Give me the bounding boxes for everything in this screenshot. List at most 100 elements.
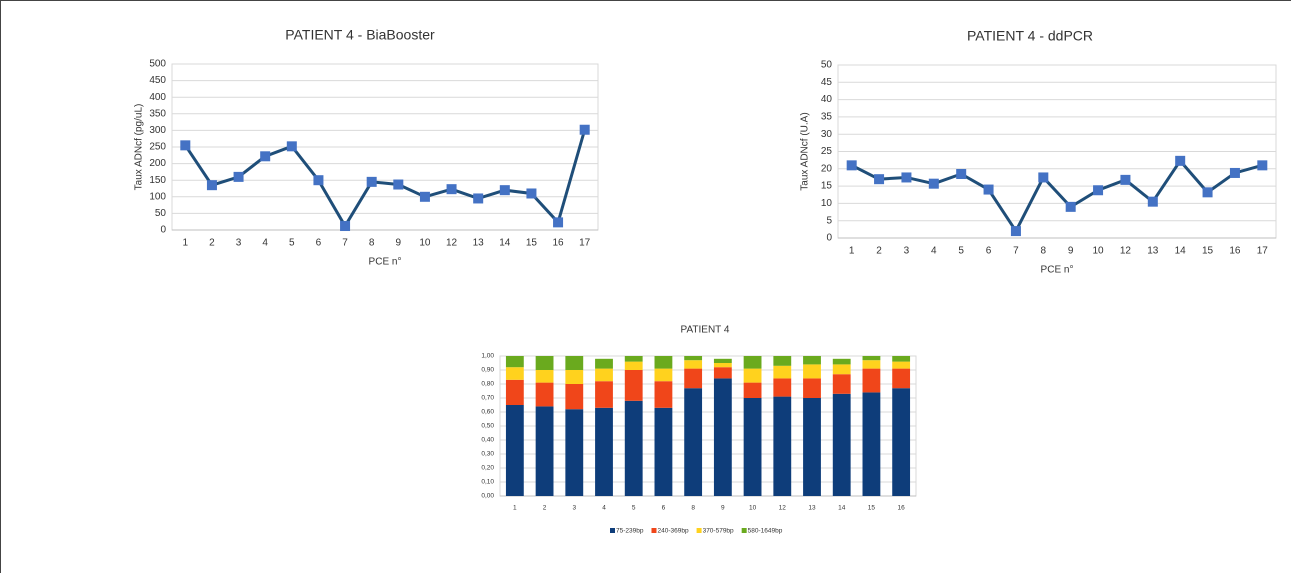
x-tick-label: 1	[183, 238, 189, 249]
bar-segment	[505, 405, 524, 496]
marker	[1065, 201, 1076, 212]
bar-segment	[862, 356, 881, 361]
marker	[1147, 196, 1158, 207]
marker	[446, 184, 457, 195]
marker	[499, 185, 510, 196]
bar-segment	[862, 392, 881, 496]
x-tick-label: 1	[849, 246, 855, 257]
bar-segment	[595, 407, 613, 496]
marker	[983, 184, 994, 195]
bar-segment	[832, 364, 851, 375]
y-tick-label: 40	[821, 94, 833, 105]
chart-title: PATIENT 4	[681, 325, 730, 336]
y-tick-label: 45	[821, 77, 833, 88]
y-tick-label: 20	[821, 163, 833, 174]
y-tick-label: 100	[149, 191, 166, 202]
x-tick-label: 15	[868, 505, 876, 512]
marker	[579, 124, 590, 135]
y-tick-label: 150	[149, 175, 166, 186]
chart-title: PATIENT 4 - ddPCR	[967, 28, 1093, 44]
x-tick-label: 10	[419, 238, 431, 249]
bar-segment	[535, 382, 554, 407]
bar-segment	[832, 358, 851, 365]
marker	[901, 172, 912, 183]
x-tick-label: 7	[342, 238, 348, 249]
bar-segment	[803, 398, 821, 496]
x-tick-label: 6	[986, 246, 992, 257]
marker	[1229, 167, 1240, 178]
x-tick-label: 13	[808, 505, 816, 512]
x-tick-label: 4	[262, 238, 268, 249]
x-tick-label: 6	[316, 238, 322, 249]
y-tick-label: 0,80	[481, 381, 494, 388]
x-tick-label: 15	[526, 238, 538, 249]
bar-segment	[654, 368, 673, 382]
marker	[1202, 187, 1213, 198]
bar-segment	[505, 356, 524, 368]
y-tick-label: 0,90	[481, 367, 494, 374]
bar-segment	[773, 396, 792, 496]
x-axis-label: PCE n°	[1041, 265, 1074, 276]
bar-segment	[713, 378, 732, 496]
bar-segment	[595, 381, 613, 408]
x-tick-label: 17	[579, 238, 591, 249]
legend-label: 370-579bp	[703, 528, 734, 535]
bar-segment	[535, 370, 554, 383]
marker	[180, 140, 191, 151]
marker	[366, 176, 377, 187]
legend-label: 580-1649bp	[748, 528, 783, 535]
marker	[286, 141, 297, 152]
x-tick-label: 13	[473, 238, 485, 249]
marker	[874, 174, 885, 185]
marker	[260, 151, 271, 162]
bar-segment	[565, 370, 584, 384]
marker	[419, 191, 430, 202]
x-tick-label: 14	[838, 505, 846, 512]
x-tick-label: 3	[904, 246, 910, 257]
marker	[473, 193, 484, 204]
marker	[206, 180, 217, 191]
line	[184, 129, 587, 229]
y-tick-label: 300	[149, 125, 166, 136]
x-tick-label: 2	[209, 238, 215, 249]
x-tick-label: 3	[572, 505, 576, 512]
x-tick-label: 1	[513, 505, 517, 512]
bar-segment	[892, 356, 911, 362]
bar-segment	[803, 364, 821, 379]
y-tick-label: 25	[821, 146, 833, 157]
x-tick-label: 16	[1229, 246, 1241, 257]
bar-segment	[803, 378, 821, 398]
y-tick-label: 15	[821, 181, 833, 192]
y-tick-label: 10	[821, 198, 833, 209]
bar-segment	[505, 379, 524, 405]
marker	[553, 217, 564, 228]
y-tick-label: 450	[149, 75, 166, 86]
x-tick-label: 4	[602, 505, 606, 512]
legend-swatch	[741, 528, 747, 533]
bar-segment	[565, 356, 584, 370]
bar-segment	[773, 365, 792, 379]
bar-segment	[743, 368, 762, 383]
marker	[928, 178, 939, 189]
x-tick-label: 12	[1120, 246, 1132, 257]
marker	[846, 160, 857, 171]
y-tick-label: 0,00	[481, 493, 494, 500]
x-tick-label: 2	[876, 246, 882, 257]
marker	[1038, 172, 1049, 183]
chart-title: PATIENT 4 - BiaBooster	[285, 27, 435, 43]
bar-segment	[713, 358, 732, 363]
x-tick-label: 4	[931, 246, 937, 257]
x-tick-label: 14	[499, 238, 511, 249]
bar-segment	[862, 360, 881, 369]
x-tick-label: 10	[749, 505, 757, 512]
y-tick-label: 250	[149, 142, 166, 153]
line	[851, 158, 1263, 235]
x-tick-label: 8	[1041, 246, 1047, 257]
bar-segment	[684, 368, 703, 389]
bar-segment	[505, 367, 524, 380]
bar-segment	[892, 368, 911, 389]
y-tick-label: 0,40	[481, 437, 494, 444]
x-tick-label: 15	[1202, 246, 1214, 257]
marker	[1257, 160, 1268, 171]
y-tick-label: 350	[149, 108, 166, 119]
